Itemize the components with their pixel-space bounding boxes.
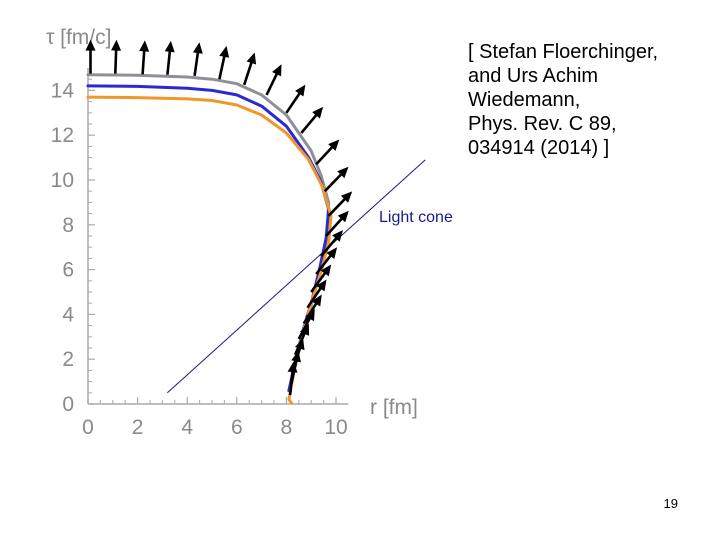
velocity-arrow xyxy=(302,294,322,325)
velocity-arrow xyxy=(242,52,257,86)
slide-number: 19 xyxy=(663,496,678,511)
light-cone-line xyxy=(167,159,426,394)
velocity-arrow xyxy=(85,39,96,74)
y-axis-title: τ [fm/c] xyxy=(46,26,111,49)
citation-line: 034914 (2014) ] xyxy=(468,137,610,159)
y-tick-label: 8 xyxy=(62,214,74,237)
y-tick-label: 6 xyxy=(62,259,74,282)
y-tick-label: 2 xyxy=(62,348,74,371)
velocity-arrows xyxy=(85,39,353,396)
velocity-arrow xyxy=(320,230,343,258)
citation: [ Stefan Floerchinger, and Urs Achim Wie… xyxy=(468,40,708,160)
y-tick-label: 0 xyxy=(62,393,74,416)
velocity-arrow xyxy=(297,309,315,340)
velocity-arrow xyxy=(325,210,349,237)
velocity-arrow xyxy=(218,45,230,80)
velocity-arrow xyxy=(139,40,150,75)
curve-1 xyxy=(86,84,331,393)
velocity-arrow xyxy=(323,166,349,193)
citation-line: Phys. Rev. C 89, xyxy=(468,113,617,135)
velocity-arrow xyxy=(287,361,298,396)
light-cone-label: Light cone xyxy=(379,209,453,226)
velocity-arrow xyxy=(111,39,122,74)
x-tick-label: 0 xyxy=(82,416,94,439)
x-tick-label: 8 xyxy=(281,416,293,439)
velocity-arrow xyxy=(265,64,282,96)
x-tick-label: 10 xyxy=(324,416,347,439)
velocity-arrow xyxy=(293,323,309,356)
y-tick-label: 12 xyxy=(51,124,74,147)
citation-line: [ Stefan Floerchinger, xyxy=(468,41,659,63)
velocity-arrow xyxy=(310,264,332,293)
velocity-arrow xyxy=(306,279,327,309)
velocity-arrow xyxy=(315,247,338,275)
y-tick-label: 4 xyxy=(62,303,74,326)
curve-0 xyxy=(86,73,331,393)
velocity-arrow xyxy=(192,42,203,76)
x-tick-label: 6 xyxy=(231,416,243,439)
velocity-arrow xyxy=(315,139,340,166)
axes: 0 2 4 6 8 10 0 2 4 6 8 10 12 14 xyxy=(51,68,349,439)
x-axis-title: r [fm] xyxy=(370,396,418,419)
x-tick-label: 2 xyxy=(132,416,144,439)
y-tick-label: 10 xyxy=(51,169,74,192)
velocity-arrow xyxy=(164,40,175,75)
citation-line: Wiedemann, xyxy=(468,89,581,111)
y-tick-label: 14 xyxy=(51,79,75,102)
citation-line: and Urs Achim xyxy=(468,65,599,87)
velocity-arrow xyxy=(300,106,324,134)
velocity-arrow xyxy=(327,191,353,217)
x-tick-label: 4 xyxy=(181,416,193,439)
x-ticks: 0 2 4 6 8 10 xyxy=(82,397,348,439)
y-ticks: 0 2 4 6 8 10 12 14 xyxy=(51,78,95,416)
velocity-arrow xyxy=(285,84,306,114)
